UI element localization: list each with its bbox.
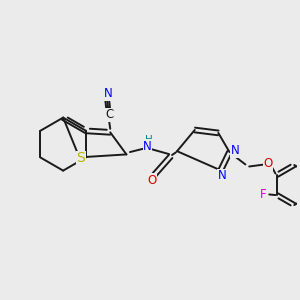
Text: H: H (145, 135, 153, 145)
Text: F: F (260, 188, 266, 201)
Text: N: N (104, 87, 112, 100)
Text: S: S (76, 151, 85, 165)
Text: O: O (147, 173, 157, 187)
Text: O: O (264, 157, 273, 170)
Text: N: N (218, 169, 226, 182)
Text: C: C (106, 108, 114, 121)
Text: N: N (230, 144, 239, 157)
Text: N: N (143, 140, 152, 153)
